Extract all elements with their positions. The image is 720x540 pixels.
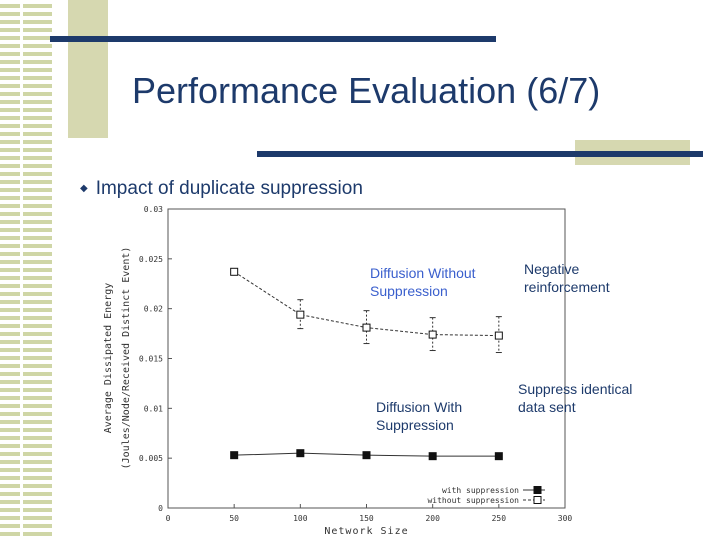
y-tick-label: 0.025: [139, 255, 163, 264]
y-tick-label: 0.015: [139, 355, 163, 364]
data-point: [428, 330, 437, 339]
annotation-line: reinforcement: [524, 279, 610, 295]
data-point: [230, 451, 239, 460]
annotation-suppress-identical: Suppress identical data sent: [518, 380, 632, 416]
x-tick-label: 0: [166, 514, 171, 523]
y-axis-label-line: Average Dissipated Energy: [103, 283, 114, 434]
data-point: [494, 452, 503, 461]
legend-marker: [533, 486, 542, 494]
annotation-negative-reinforcement: Negative reinforcement: [524, 260, 610, 296]
y-axis-label: Average Dissipated Energy (Joules/Node/Re…: [103, 247, 132, 470]
decorative-bar-bottom: [257, 151, 703, 157]
x-axis-label: Network Size: [324, 526, 408, 537]
annotation-line: Diffusion Without: [370, 265, 476, 281]
plot-frame: [167, 208, 566, 509]
data-point: [296, 449, 305, 458]
y-tick-label: 0.02: [144, 305, 163, 314]
annotation-line: data sent: [518, 399, 576, 415]
data-point: [428, 452, 437, 461]
legend-label: with suppression: [442, 486, 519, 495]
data-point: [230, 267, 239, 276]
data-point: [362, 323, 371, 332]
decorative-bar-top: [50, 36, 496, 42]
chart-series: [230, 267, 503, 461]
legend-label: without suppression: [427, 496, 519, 505]
y-tick-label: 0.03: [144, 205, 163, 214]
annotation-line: Suppression: [370, 283, 448, 299]
annotation-line: Negative: [524, 261, 580, 277]
y-tick-label: 0: [158, 504, 163, 513]
bullet-item: ◆ Impact of duplicate suppression: [80, 178, 363, 200]
bullet-text: Impact of duplicate suppression: [95, 178, 363, 199]
data-point: [494, 331, 503, 340]
annotation-line: Diffusion With: [376, 399, 463, 415]
x-tick-label: 200: [425, 514, 440, 523]
data-point: [362, 451, 371, 460]
annotation-line: Suppression: [376, 417, 454, 433]
x-tick-label: 100: [293, 514, 308, 523]
x-tick-label: 300: [558, 514, 573, 523]
striped-border: [0, 0, 52, 540]
bullet-icon: ◆: [80, 183, 88, 194]
y-axis-label-line: (Joules/Node/Received Distinct Event): [121, 247, 132, 470]
annotation-diffusion-without: Diffusion Without Suppression: [370, 264, 476, 300]
annotation-diffusion-with: Diffusion With Suppression: [376, 398, 462, 434]
x-tick-label: 150: [359, 514, 374, 523]
x-tick-label: 50: [229, 514, 239, 523]
axes: 0 50 100 150 200 250 300 0 0.005 0.01 0.015 0.02 0.0…: [103, 205, 572, 537]
y-tick-label: 0.005: [139, 454, 163, 463]
slide-title: Performance Evaluation (6/7): [132, 70, 601, 111]
legend-marker: [533, 496, 542, 504]
annotation-line: Suppress identical: [518, 381, 633, 397]
x-tick-label: 250: [492, 514, 507, 523]
data-point: [296, 310, 305, 319]
decorative-box-top: [68, 0, 108, 138]
y-tick-label: 0.01: [144, 404, 163, 413]
